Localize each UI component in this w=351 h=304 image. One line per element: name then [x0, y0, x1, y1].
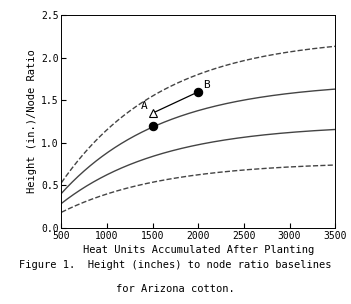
Text: B: B — [203, 80, 210, 90]
Text: A: A — [141, 101, 148, 111]
Y-axis label: Height (in.)/Node Ratio: Height (in.)/Node Ratio — [27, 50, 37, 193]
Text: Figure 1.  Height (inches) to node ratio baselines: Figure 1. Height (inches) to node ratio … — [19, 260, 332, 270]
Text: for Arizona cotton.: for Arizona cotton. — [116, 284, 235, 294]
X-axis label: Heat Units Accumulated After Planting: Heat Units Accumulated After Planting — [83, 245, 314, 255]
